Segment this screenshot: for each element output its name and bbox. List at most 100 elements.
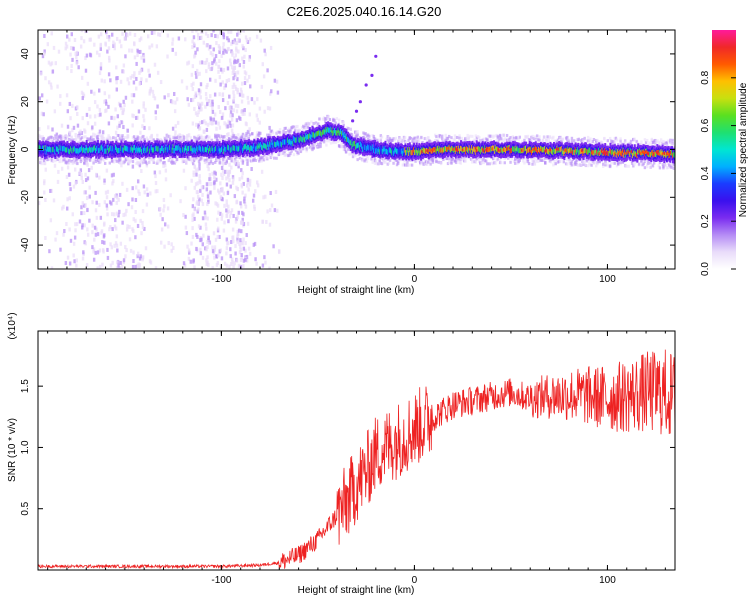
heatmap-cell xyxy=(253,157,256,161)
heatmap-cell xyxy=(218,75,222,80)
heatmap-cell xyxy=(152,157,156,161)
heatmap-cell xyxy=(348,152,351,156)
heatmap-cell xyxy=(561,137,564,141)
heatmap-cell xyxy=(73,37,77,42)
heatmap-cell xyxy=(195,122,198,127)
heatmap-cell xyxy=(435,160,438,164)
heatmap-cell xyxy=(167,241,170,246)
heatmap-cell xyxy=(513,158,517,162)
heatmap-cell xyxy=(242,30,246,33)
heatmap-cell xyxy=(112,179,115,184)
heatmap-cell xyxy=(95,215,99,220)
heatmap-cell xyxy=(228,264,231,269)
heatmap-cell xyxy=(198,180,202,185)
heatmap-cell xyxy=(246,177,250,182)
heatmap-cell xyxy=(145,187,149,192)
heatmap-cell xyxy=(231,227,235,232)
heatmap-cell xyxy=(268,106,272,111)
heatmap-cell xyxy=(253,241,257,246)
heatmap-cell xyxy=(176,120,180,125)
heatmap-cell xyxy=(233,159,237,163)
heatmap-cell xyxy=(200,35,203,40)
heatmap-cell xyxy=(154,116,158,121)
heatmap-cell xyxy=(503,161,506,165)
heatmap-cell xyxy=(280,152,283,156)
heatmap-cell xyxy=(49,218,53,223)
heatmap-cell xyxy=(133,32,137,37)
heatmap-cell xyxy=(627,164,630,168)
heatmap-cell xyxy=(108,200,112,205)
heatmap-cell xyxy=(200,60,204,65)
heatmap-cell xyxy=(96,232,100,237)
heatmap-cell xyxy=(75,263,78,268)
heatmap-cell xyxy=(200,120,204,125)
heatmap-cell xyxy=(54,159,57,163)
heatmap-cell xyxy=(184,214,187,219)
heatmap-cell xyxy=(64,261,68,266)
heatmap-cell xyxy=(205,156,209,160)
heatmap-cell xyxy=(136,251,140,256)
heatmap-cell xyxy=(137,109,141,114)
heatmap-cell xyxy=(500,137,503,141)
heatmap-cell xyxy=(233,261,236,266)
heatmap-cell xyxy=(155,44,159,49)
heatmap-cell xyxy=(277,250,281,255)
heatmap-cell xyxy=(186,136,189,140)
heatmap-cell xyxy=(570,136,574,140)
heatmap-cell xyxy=(292,125,296,129)
heatmap-cell xyxy=(123,135,127,139)
heatmap-cell xyxy=(86,208,89,213)
heatmap-cell xyxy=(240,109,243,114)
heatmap-cell xyxy=(427,136,430,140)
heatmap-cell xyxy=(223,121,226,126)
heatmap-cell xyxy=(250,166,253,171)
heatmap-cell xyxy=(221,115,224,120)
heatmap-cell xyxy=(237,49,240,54)
heatmap-cell xyxy=(464,159,467,163)
heatmap-cell xyxy=(319,144,322,148)
heatmap-cell xyxy=(640,160,643,164)
heatmap-cell xyxy=(354,154,357,158)
heatmap-cell xyxy=(325,143,328,147)
heatmap-cell xyxy=(154,174,157,179)
heatmap-cell xyxy=(266,133,269,137)
heatmap-cell xyxy=(205,69,208,74)
heatmap-cell xyxy=(154,266,158,269)
heatmap-cell xyxy=(336,139,340,143)
heatmap-cell xyxy=(237,210,240,215)
heatmap-cell xyxy=(54,237,57,242)
heatmap-cell xyxy=(370,157,373,161)
heatmap-cell xyxy=(223,85,226,90)
heatmap-cell xyxy=(196,234,199,239)
heatmap-cell xyxy=(159,240,163,245)
heatmap-cell xyxy=(187,133,191,138)
heatmap-cell xyxy=(117,197,120,202)
heatmap-cell xyxy=(128,31,132,36)
heatmap-cell xyxy=(115,65,118,70)
heatmap-cell xyxy=(204,246,207,251)
heatmap-cell xyxy=(138,70,141,75)
heatmap-cell xyxy=(148,91,151,96)
heatmap-cell xyxy=(270,89,273,94)
heatmap-cell xyxy=(71,128,74,133)
heatmap-cell xyxy=(205,85,208,90)
heatmap-cell xyxy=(425,162,429,166)
heatmap-cell xyxy=(201,185,205,190)
heatmap-cell xyxy=(131,74,134,79)
heatmap-cell xyxy=(62,232,65,237)
heatmap-cell xyxy=(399,137,402,141)
heatmap-cell xyxy=(72,46,75,51)
heatmap-cell xyxy=(97,34,101,39)
heatmap-cell xyxy=(127,202,130,207)
heatmap-cell xyxy=(59,156,63,160)
heatmap-cell xyxy=(107,55,111,60)
heatmap-cell xyxy=(651,164,655,168)
heatmap-cell xyxy=(441,137,444,141)
heatmap-cell xyxy=(192,35,196,40)
heatmap-cell xyxy=(515,135,518,139)
heatmap-cell xyxy=(98,202,101,207)
heatmap-cell xyxy=(204,121,208,126)
heatmap-cell xyxy=(48,156,51,160)
heatmap-cell xyxy=(59,94,62,99)
heatmap-cell xyxy=(163,160,166,165)
